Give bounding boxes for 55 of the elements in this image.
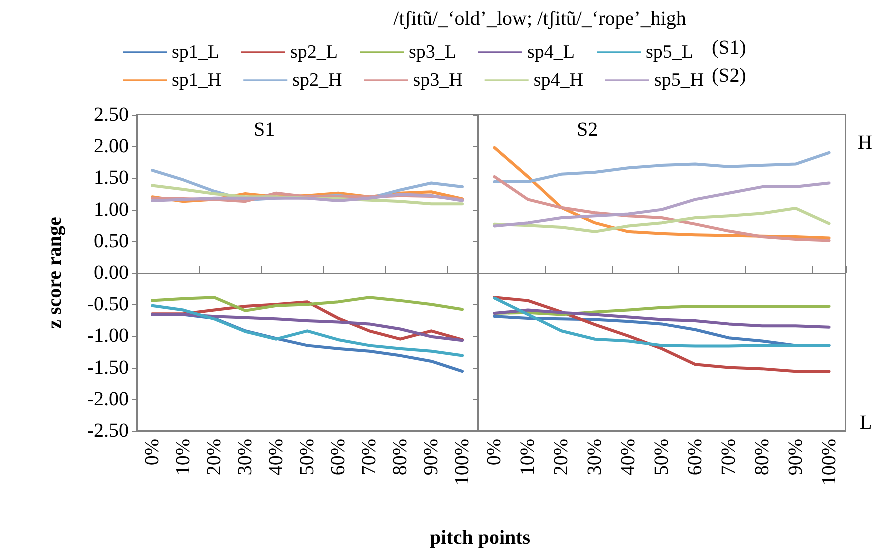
- text: /tʃitũ/_‘old’_low; /tʃitũ/_‘rope’_high: [394, 8, 686, 30]
- y-tick-label: -1.00: [87, 325, 129, 348]
- text: (S2): [712, 65, 746, 87]
- annotation: S2: [577, 119, 598, 141]
- line-series: [151, 313, 464, 342]
- x-tick-label: 10%: [517, 439, 540, 476]
- y-tick-label: 0.50: [94, 230, 129, 252]
- x-tick-label: 50%: [296, 439, 318, 476]
- x-tick-label: 70%: [358, 439, 380, 476]
- x-tick-label: 100%: [452, 439, 474, 486]
- x-tick-label: 10%: [172, 439, 194, 476]
- legend-label: sp1_L: [172, 42, 220, 63]
- annotation: S1: [254, 119, 276, 141]
- y-tick-label: 1.00: [94, 198, 129, 221]
- x-tick-label: 20%: [204, 439, 226, 476]
- legend-label: sp2_H: [292, 70, 343, 91]
- line-series: [151, 296, 464, 312]
- legend-label: sp4_H: [534, 70, 584, 91]
- text: H: [858, 132, 872, 154]
- legend-label: sp1_H: [172, 70, 222, 91]
- x-tick-label: 20%: [550, 439, 573, 476]
- y-axis-title: z score range: [44, 216, 66, 329]
- y-tick-label: -2.00: [87, 388, 129, 410]
- y-tick-label: 2.50: [94, 104, 129, 126]
- x-tick-label: 90%: [784, 439, 807, 476]
- x-tick-label: 30%: [584, 439, 606, 476]
- x-tick-label: 60%: [328, 439, 350, 476]
- legend-label: sp5_L: [646, 42, 694, 63]
- x-tick-label: 40%: [266, 439, 288, 476]
- x-tick-label: 80%: [390, 439, 412, 476]
- line-series: [151, 304, 464, 358]
- text: L: [860, 412, 872, 434]
- legend-label: sp2_L: [290, 42, 338, 63]
- x-tick-label: 100%: [818, 439, 840, 486]
- legend-label: sp3_L: [409, 42, 456, 63]
- y-tick-label: 0.00: [94, 262, 129, 284]
- x-tick-label: 90%: [420, 439, 442, 476]
- y-tick-label: -0.50: [87, 294, 129, 316]
- x-axis-title: pitch points: [430, 527, 531, 549]
- x-tick-label: 0%: [142, 439, 164, 466]
- legend-label: sp4_L: [528, 42, 575, 63]
- x-tick-label: 60%: [684, 439, 706, 476]
- y-tick-label: 2.00: [94, 136, 129, 158]
- y-tick-label: -1.50: [87, 356, 129, 379]
- x-tick-label: 30%: [234, 439, 256, 476]
- x-tick-label: 80%: [751, 439, 774, 476]
- x-tick-label: 40%: [618, 439, 640, 476]
- legend-label: sp3_H: [413, 70, 464, 91]
- x-tick-label: 70%: [718, 439, 740, 476]
- legend-label: sp5_H: [654, 70, 704, 91]
- x-tick-label: 50%: [651, 439, 673, 476]
- x-tick-label: 0%: [484, 439, 506, 466]
- text: (S1): [712, 37, 746, 59]
- y-tick-label: 1.50: [94, 167, 129, 190]
- y-tick-label: -2.50: [87, 420, 129, 442]
